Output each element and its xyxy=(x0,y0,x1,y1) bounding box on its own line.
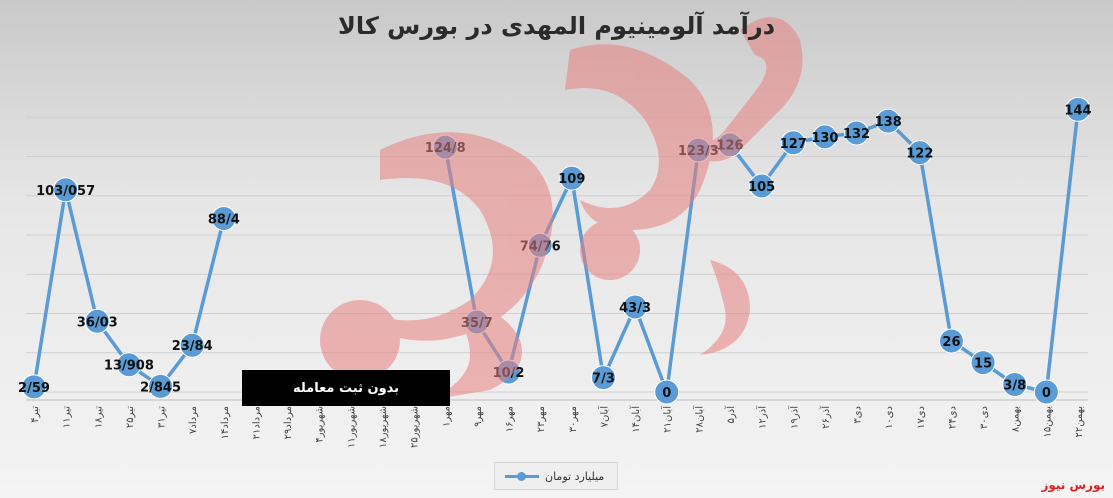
data-label: 103/057 xyxy=(36,184,95,199)
data-point xyxy=(211,206,237,232)
data-label: 35/7 xyxy=(461,316,493,331)
data-point xyxy=(844,120,870,146)
data-point xyxy=(179,332,205,358)
data-label: 3/8 xyxy=(1003,379,1026,394)
data-label: 0 xyxy=(662,386,671,401)
no-trade-label: بدون ثبت معامله xyxy=(292,380,400,396)
data-point xyxy=(1002,372,1028,398)
data-label: 26 xyxy=(942,335,960,350)
data-point xyxy=(622,294,648,320)
data-point xyxy=(1065,96,1091,122)
data-point xyxy=(1033,379,1059,405)
x-tick-label: ۳۱تیر xyxy=(157,406,168,428)
x-tick-label: ۳۰دی xyxy=(979,406,990,429)
data-label: 7/3 xyxy=(592,372,615,387)
data-label: 43/3 xyxy=(619,301,651,316)
x-tick-label: ۱۹آذر xyxy=(787,405,800,429)
x-tick-label: ۹مهر xyxy=(473,406,484,427)
x-tick-label: ۱۸شهریور xyxy=(378,406,389,448)
data-point xyxy=(654,379,680,405)
data-label: 144 xyxy=(1064,103,1091,118)
data-label: 0 xyxy=(1042,386,1051,401)
x-tick-label: ۱۰دی xyxy=(884,406,895,429)
brand-label: بورس نیوز xyxy=(1041,478,1105,492)
data-label: 74/76 xyxy=(520,239,561,254)
data-point xyxy=(116,352,142,378)
x-tick-label: ۲۱مرداد xyxy=(251,406,262,439)
x-tick-label: ۷مرداد xyxy=(188,406,199,434)
x-tick-label: ۴شهریور xyxy=(315,406,326,443)
x-tick-label: ۲۹مرداد xyxy=(283,406,294,439)
x-tick-label: ۱۸تیر xyxy=(93,406,104,428)
data-label: 2/59 xyxy=(18,381,50,396)
data-label: 15 xyxy=(974,357,992,372)
data-point xyxy=(21,374,47,400)
x-tick-label: ۲۵شهریور xyxy=(410,406,421,448)
data-label: 132 xyxy=(843,127,870,142)
x-tick-label: ۳۰مهر xyxy=(568,406,579,432)
x-tick-label: ۷آبان xyxy=(597,405,610,428)
x-tick-label: ۱۷دی xyxy=(916,406,927,429)
x-tick-label: ۸بهمن xyxy=(1011,406,1022,432)
x-tick-label: ۲۸آبان xyxy=(692,405,705,433)
data-label: 2/845 xyxy=(140,380,181,395)
data-point xyxy=(84,308,110,334)
data-label: 105 xyxy=(748,180,775,195)
data-label: 122 xyxy=(906,147,933,162)
data-point xyxy=(53,177,79,203)
x-tick-label: ۴تیر xyxy=(30,406,41,423)
legend: میلیارد تومان xyxy=(494,462,618,490)
data-label: 130 xyxy=(811,131,838,146)
data-label: 13/908 xyxy=(104,359,154,374)
data-label: 10/2 xyxy=(493,366,525,381)
x-tick-label: ۵آذر xyxy=(724,405,737,424)
chart-title: درآمد آلومینیوم المهدی در بورس کالا xyxy=(337,12,776,40)
data-point xyxy=(970,350,996,376)
x-tick-label: ۳دی xyxy=(853,406,864,424)
data-point xyxy=(812,124,838,150)
data-label: 109 xyxy=(558,172,585,187)
data-label: 124/8 xyxy=(425,141,466,156)
data-point xyxy=(907,140,933,166)
data-point xyxy=(590,365,616,391)
legend-label: میلیارد تومان xyxy=(545,469,605,483)
data-label: 36/03 xyxy=(77,315,118,330)
x-tick-label: ۲۱آبان xyxy=(661,405,674,433)
data-label: 123/3 xyxy=(678,144,719,159)
data-label: 127 xyxy=(780,137,807,152)
data-label: 138 xyxy=(875,115,902,130)
x-tick-label: ۱مهر xyxy=(441,406,452,427)
x-tick-label: ۱۴آبان xyxy=(629,405,642,433)
x-tick-label: ۱۴مرداد xyxy=(220,406,231,439)
data-point xyxy=(148,373,174,399)
x-tick-label: ۲۴دی xyxy=(947,406,958,429)
data-label: 88/4 xyxy=(208,213,240,228)
no-trade-box: بدون ثبت معامله xyxy=(242,370,450,406)
data-label: 23/84 xyxy=(172,339,213,354)
x-tick-label: ۱۵بهمن xyxy=(1042,406,1053,438)
data-point xyxy=(749,173,775,199)
data-point xyxy=(938,328,964,354)
x-tick-label: ۲۳مهر xyxy=(536,406,547,432)
x-tick-label: ۲۶آذر xyxy=(819,405,832,429)
x-tick-label: ۱۲آذر xyxy=(756,405,769,429)
legend-line-marker xyxy=(505,471,539,481)
x-tick-label: ۱۶مهر xyxy=(505,406,516,432)
data-point xyxy=(875,108,901,134)
x-tick-label: ۱۱شهریور xyxy=(346,406,357,448)
x-tick-label: ۲۵تیر xyxy=(125,406,136,428)
x-tick-label: ۲۲بهمن xyxy=(1074,406,1085,438)
x-tick-label: ۱۱تیر xyxy=(62,406,73,428)
data-label: 126 xyxy=(716,139,743,154)
